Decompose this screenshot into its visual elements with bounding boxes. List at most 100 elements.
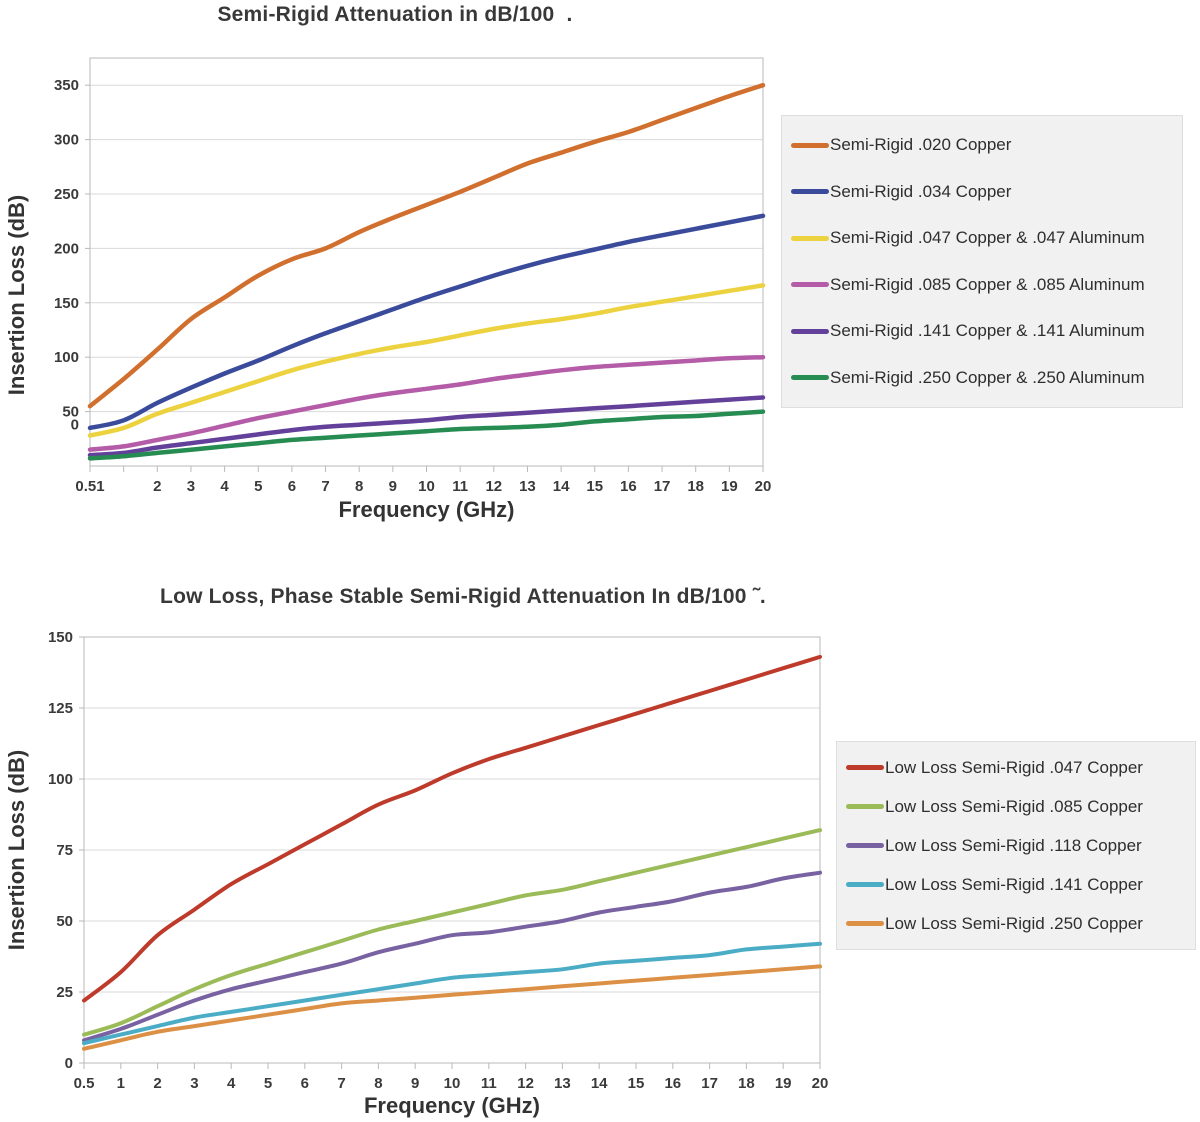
legend-line-swatch bbox=[846, 882, 884, 887]
chart1-y-axis-title: Insertion Loss (dB) bbox=[4, 194, 29, 396]
series-line bbox=[82, 941, 822, 1046]
chart2-y-axis-title: Insertion Loss (dB) bbox=[4, 749, 29, 951]
chart2-y-tick-label: 0 bbox=[65, 1055, 73, 1072]
chart2-x-tick-label: 1 bbox=[117, 1075, 125, 1092]
chart2-x-tick-label: 2 bbox=[153, 1075, 161, 1092]
chart1-x-tick-label: 10 bbox=[418, 478, 435, 495]
chart2-x-tick-label: 11 bbox=[481, 1075, 497, 1092]
series-line bbox=[82, 870, 822, 1043]
legend-label: Low Loss Semi-Rigid .118 Copper bbox=[885, 835, 1142, 855]
chart2-y-tick-label: 75 bbox=[56, 842, 73, 859]
chart2-x-tick-label: 20 bbox=[812, 1075, 829, 1092]
chart2-x-tick-label: 10 bbox=[444, 1075, 461, 1092]
chart2-x-tick-label: 13 bbox=[554, 1075, 571, 1092]
chart1-x-tick-label: 12 bbox=[485, 478, 502, 495]
legend-line-swatch bbox=[791, 235, 829, 241]
legend-item: Semi-Rigid .250 Copper & .250 Aluminum bbox=[791, 368, 1178, 388]
chart1-x-tick-label: 11 bbox=[452, 478, 468, 495]
legend-item: Semi-Rigid .141 Copper & .141 Aluminum bbox=[791, 321, 1178, 341]
chart2-x-tick-label: 7 bbox=[337, 1075, 345, 1092]
chart1-y-tick-label: 100 bbox=[54, 349, 79, 366]
legend-line-swatch bbox=[846, 765, 884, 770]
chart2-title: Low Loss, Phase Stable Semi-Rigid Attenu… bbox=[160, 585, 766, 608]
chart1-x-tick-label: 7 bbox=[321, 478, 329, 495]
chart1-y-tick-label: 0 bbox=[71, 417, 79, 434]
legend-item: Low Loss Semi-Rigid .085 Copper bbox=[846, 797, 1191, 817]
chart2-x-tick-label: 3 bbox=[190, 1075, 198, 1092]
chart2-x-tick-label: 18 bbox=[738, 1075, 755, 1092]
chart2-x-tick-label: 19 bbox=[775, 1075, 792, 1092]
legend-item: Low Loss Semi-Rigid .250 Copper bbox=[846, 914, 1191, 934]
series-line bbox=[82, 964, 822, 1051]
chart2-x-tick-label: 4 bbox=[227, 1075, 236, 1092]
chart1-y-tick-label: 150 bbox=[54, 295, 79, 312]
legend-line-swatch bbox=[791, 142, 829, 148]
legend-line-swatch bbox=[846, 921, 884, 926]
chart2-x-tick-label: 9 bbox=[411, 1075, 419, 1092]
chart1-x-tick-label: 9 bbox=[389, 478, 397, 495]
chart1-x-tick-label: 2 bbox=[153, 478, 161, 495]
legend-label: Semi-Rigid .085 Copper & .085 Aluminum bbox=[830, 274, 1145, 294]
series-line bbox=[82, 828, 822, 1037]
chart1-x-tick-label: 15 bbox=[586, 478, 603, 495]
legend-label: Semi-Rigid .047 Copper & .047 Aluminum bbox=[830, 228, 1145, 248]
series-line bbox=[87, 213, 766, 431]
chart1-x-tick-label: 19 bbox=[721, 478, 738, 495]
legend-item: Semi-Rigid .020 Copper bbox=[791, 135, 1178, 155]
legend-item: Semi-Rigid .085 Copper & .085 Aluminum bbox=[791, 275, 1178, 295]
legend-item: Low Loss Semi-Rigid .047 Copper bbox=[846, 758, 1191, 778]
chart1-x-tick-label: 8 bbox=[355, 478, 363, 495]
chart1-y-tick-label: 200 bbox=[54, 240, 79, 257]
chart2-x-axis-title: Frequency (GHz) bbox=[363, 1093, 541, 1118]
chart1-x-tick-label: 14 bbox=[553, 478, 570, 495]
chart2-x-tick-label: 12 bbox=[517, 1075, 534, 1092]
chart2-y-tick-label: 125 bbox=[48, 700, 73, 717]
legend-label: Semi-Rigid .141 Copper & .141 Aluminum bbox=[830, 321, 1145, 341]
chart1-x-tick-label: 18 bbox=[687, 478, 704, 495]
chart1-y-tick-label: 250 bbox=[54, 186, 79, 203]
chart1-x-tick-label: 13 bbox=[519, 478, 536, 495]
chart2-x-tick-label: 14 bbox=[591, 1075, 608, 1092]
legend-item: Semi-Rigid .034 Copper bbox=[791, 182, 1178, 202]
chart2-y-tick-label: 100 bbox=[48, 771, 73, 788]
chart2-x-tick-label: 0.5 bbox=[74, 1075, 95, 1092]
chart2-x-tick-label: 17 bbox=[701, 1075, 718, 1092]
legend-line-swatch bbox=[791, 375, 829, 381]
series-line bbox=[87, 283, 766, 438]
legend-label: Low Loss Semi-Rigid .141 Copper bbox=[885, 874, 1143, 894]
series-line bbox=[82, 654, 822, 1003]
legend-item: Low Loss Semi-Rigid .118 Copper bbox=[846, 836, 1191, 856]
chart1-legend: Semi-Rigid .020 Copper Semi-Rigid .034 Co… bbox=[781, 115, 1183, 408]
chart2-y-tick-label: 50 bbox=[56, 913, 73, 930]
legend-line-swatch bbox=[791, 189, 829, 195]
chart2-x-tick-label: 5 bbox=[264, 1075, 272, 1092]
legend-line-swatch bbox=[846, 843, 884, 848]
chart2-legend: Low Loss Semi-Rigid .047 Copper Low Loss … bbox=[836, 741, 1196, 950]
legend-line-swatch bbox=[846, 804, 884, 809]
chart1-y-tick-label: 50 bbox=[62, 404, 79, 421]
chart1-x-tick-label: 17 bbox=[654, 478, 671, 495]
chart1-x-axis-title: Frequency (GHz) bbox=[338, 497, 515, 522]
chart1-y-tick-label: 300 bbox=[54, 132, 79, 149]
legend-label: Semi-Rigid .250 Copper & .250 Aluminum bbox=[830, 367, 1145, 387]
chart1-x-tick-label: 16 bbox=[620, 478, 637, 495]
chart1-y-tick-label: 350 bbox=[54, 77, 79, 94]
chart1-x-tick-label: 3 bbox=[187, 478, 195, 495]
chart2-x-tick-label: 8 bbox=[374, 1075, 382, 1092]
chart1-x-tick-label: 6 bbox=[288, 478, 296, 495]
legend-line-swatch bbox=[791, 282, 829, 288]
legend-line-swatch bbox=[791, 328, 829, 334]
chart1-x-tick-label: 20 bbox=[755, 478, 772, 495]
legend-label: Low Loss Semi-Rigid .085 Copper bbox=[885, 796, 1143, 816]
chart1-x-tick-label: 0.51 bbox=[75, 478, 104, 495]
chart1-x-tick-label: 5 bbox=[254, 478, 262, 495]
series-line bbox=[87, 82, 766, 409]
legend-label: Low Loss Semi-Rigid .250 Copper bbox=[885, 913, 1143, 933]
series-line bbox=[87, 409, 766, 461]
chart2-x-tick-label: 6 bbox=[301, 1075, 309, 1092]
legend-label: Semi-Rigid .034 Copper bbox=[830, 181, 1012, 201]
series-line bbox=[87, 354, 766, 452]
legend-item: Semi-Rigid .047 Copper & .047 Aluminum bbox=[791, 228, 1178, 248]
